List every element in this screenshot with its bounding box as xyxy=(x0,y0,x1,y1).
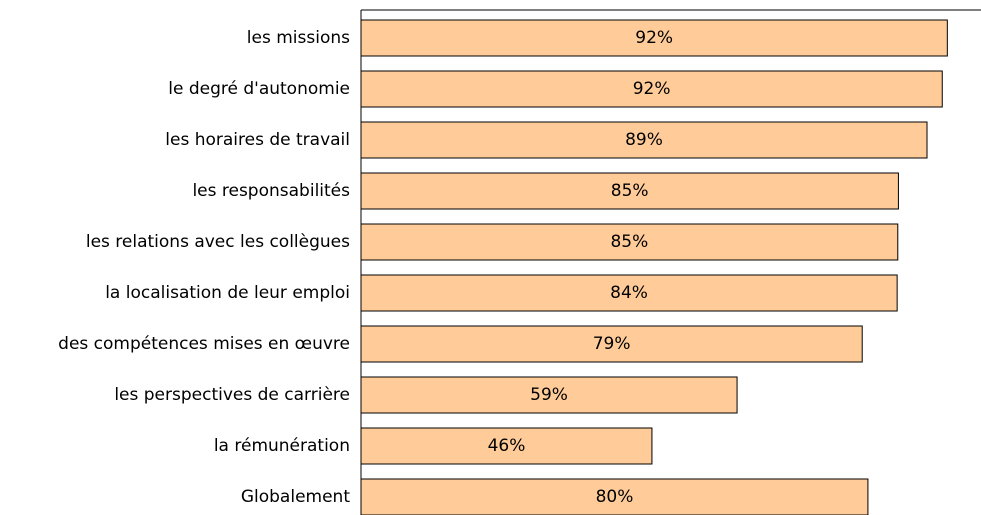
value-label: 59% xyxy=(530,385,568,405)
value-label: 79% xyxy=(593,334,631,354)
bar xyxy=(360,478,869,515)
value-label: 92% xyxy=(633,79,671,99)
value-label: 46% xyxy=(488,436,526,456)
category-label: les missions xyxy=(247,28,350,48)
bar xyxy=(360,172,899,210)
value-label: 89% xyxy=(625,130,663,150)
bar xyxy=(360,427,653,465)
value-label: 84% xyxy=(610,283,648,303)
category-label: le degré d'autonomie xyxy=(168,79,350,99)
category-label: la localisation de leur emploi xyxy=(105,283,350,303)
value-label: 80% xyxy=(596,487,634,507)
bar xyxy=(360,19,948,57)
category-label: des compétences mises en œuvre xyxy=(58,334,350,354)
bar xyxy=(360,223,899,261)
value-label: 85% xyxy=(611,181,649,201)
bar xyxy=(360,274,898,312)
category-label: les responsabilités xyxy=(192,181,350,201)
category-label: la rémunération xyxy=(214,436,350,456)
category-label: les relations avec les collègues xyxy=(86,232,350,252)
category-label: les horaires de travail xyxy=(165,130,350,150)
category-label: Globalement xyxy=(241,487,350,507)
bar xyxy=(360,325,863,363)
bar xyxy=(360,376,738,414)
value-label: 92% xyxy=(635,28,673,48)
category-label: les perspectives de carrière xyxy=(114,385,350,405)
bar xyxy=(360,70,943,108)
bar xyxy=(360,121,928,159)
value-label: 85% xyxy=(610,232,648,252)
